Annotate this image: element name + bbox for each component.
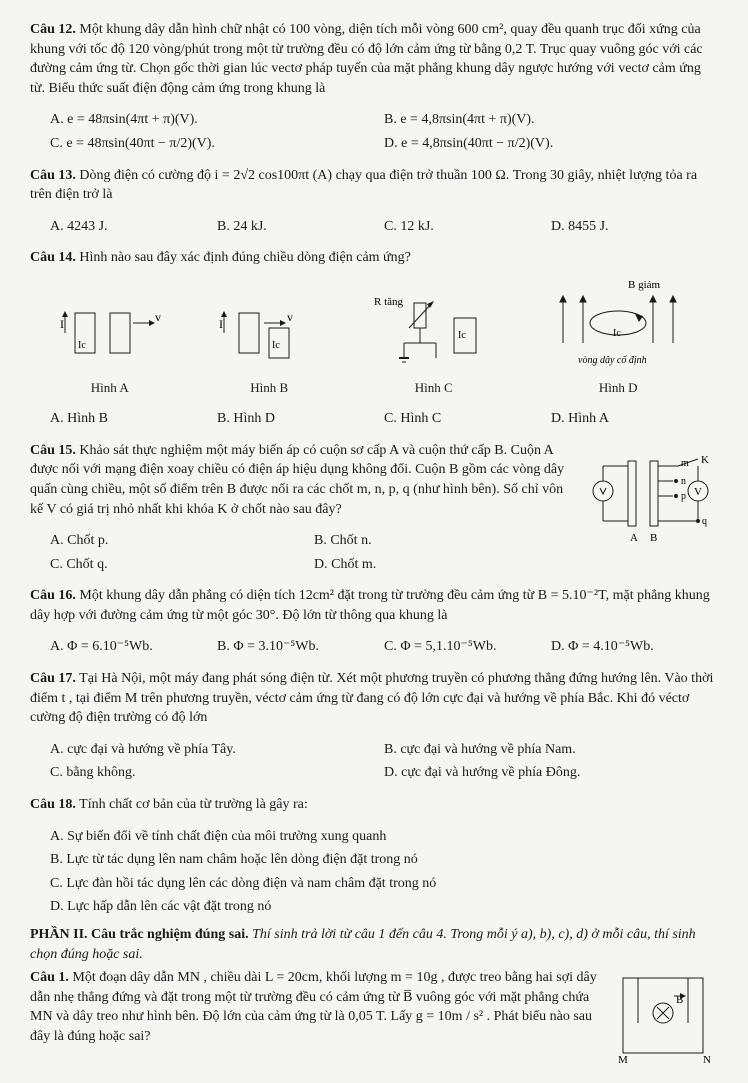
question-14: Câu 14. Hình nào sau đây xác định đúng c… [30,248,718,268]
svg-text:N: N [703,1054,711,1063]
svg-text:v: v [287,310,293,324]
circuit-b-icon: I v Ic [214,293,324,373]
svg-text:B giảm: B giảm [628,279,661,291]
q16-options: A. Φ = 6.10⁻⁵Wb. B. Φ = 3.10⁻⁵Wb. C. Φ =… [50,635,718,659]
p2-question-1: Câu 1. Một đoạn dây dẫn MN , chiều dài L… [30,968,598,1046]
q15-options: A. Chốt p. B. Chốt n. C. Chốt q. D. Chốt… [50,529,578,576]
question-17: Câu 17. Tại Hà Nội, một máy đang phát só… [30,669,718,728]
question-16: Câu 16. Một khung dây dẫn phẳng có diện … [30,586,718,625]
q16-opt-c[interactable]: C. Φ = 5,1.10⁻⁵Wb. [384,635,551,659]
q15-text: Khảo sát thực nghiệm một máy biến áp có … [30,443,564,517]
svg-text:p: p [681,491,686,502]
q14-fig-d-label: Hình D [599,379,638,397]
q14-figures: I Ic v Hình A I v Ic Hình B R tăng [30,278,718,397]
q17-opt-c[interactable]: C. bằng không. [50,761,384,785]
q15-opt-d[interactable]: D. Chốt m. [314,553,578,577]
q18-opt-a[interactable]: A. Sự biến đổi về tính chất điện của môi… [50,825,718,849]
q14-fig-c-label: Hình C [415,379,453,397]
q12-opt-a[interactable]: A. e = 48πsin(4πt + π)(V). [50,108,384,132]
q17-opt-d[interactable]: D. cực đại và hướng về phía Đông. [384,761,718,785]
q14-options: A. Hình B B. Hình D C. Hình C D. Hình A [50,407,718,431]
circuit-c-icon: R tăng Ic [374,293,494,373]
q18-text: Tính chất cơ bản của từ trường là gây ra… [79,797,308,812]
q12-text: Một khung dây dẫn hình chữ nhật có 100 v… [30,22,703,96]
q18-opt-d[interactable]: D. Lực hấp dẫn lên các vật đặt trong nó [50,895,718,919]
svg-text:v: v [155,310,161,324]
p2-question-1-wrap: Câu 1. Một đoạn dây dẫn MN , chiều dài L… [30,968,718,1063]
svg-text:vòng dây cố định: vòng dây cố định [578,355,647,366]
q12-opt-b[interactable]: B. e = 4,8πsin(4πt + π)(V). [384,108,718,132]
p2q1-label: Câu 1. [30,970,69,985]
q14-opt-a[interactable]: A. Hình B [50,407,217,431]
q17-opt-b[interactable]: B. cực đại và hướng về phía Nam. [384,738,718,762]
q14-fig-a-label: Hình A [91,379,129,397]
svg-text:M: M [618,1054,628,1063]
question-13: Câu 13. Dòng điện có cường độ i = 2√2 co… [30,166,718,205]
svg-text:V: V [694,486,702,498]
svg-text:Ic: Ic [613,328,621,339]
q13-opt-d[interactable]: D. 8455 J. [551,215,718,239]
q13-text: Dòng điện có cường độ i = 2√2 cos100πt (… [30,168,697,203]
part-ii-header: PHẦN II. Câu trắc nghiệm đúng sai. Thí s… [30,925,718,964]
q16-text: Một khung dây dẫn phẳng có diện tích 12c… [30,588,710,623]
svg-text:n: n [681,476,686,487]
q17-opt-a[interactable]: A. cực đại và hướng về phía Tây. [50,738,384,762]
q14-opt-c[interactable]: C. Hình C [384,407,551,431]
q12-opt-c[interactable]: C. e = 48πsin(40πt − π/2)(V). [50,132,384,156]
q16-label: Câu 16. [30,588,76,603]
q12-label: Câu 12. [30,22,76,37]
q14-opt-d[interactable]: D. Hình A [551,407,718,431]
svg-text:Ic: Ic [458,330,466,341]
circuit-d-icon: B giảm Ic vòng dây cố định [543,278,693,373]
q13-opt-b[interactable]: B. 24 kJ. [217,215,384,239]
question-18: Câu 18. Tính chất cơ bản của từ trường l… [30,795,718,815]
question-15: Câu 15. Khảo sát thực nghiệm một máy biế… [30,441,578,519]
circuit-a-icon: I Ic v [55,293,165,373]
q14-opt-b[interactable]: B. Hình D [217,407,384,431]
q17-text: Tại Hà Nội, một máy đang phát sóng điện … [30,671,713,725]
svg-text:A: A [630,532,638,544]
q18-opt-c[interactable]: C. Lực đàn hồi tác dụng lên các dòng điệ… [50,872,718,896]
svg-text:I: I [219,317,223,331]
part-ii-title: PHẦN II. Câu trắc nghiệm đúng sai. [30,927,249,942]
svg-text:I: I [60,317,64,331]
q14-fig-c: R tăng Ic Hình C [374,293,494,397]
q17-label: Câu 17. [30,671,76,686]
mn-wire-icon: B M N [608,968,718,1063]
q16-opt-b[interactable]: B. Φ = 3.10⁻⁵Wb. [217,635,384,659]
q13-options: A. 4243 J. B. 24 kJ. C. 12 kJ. D. 8455 J… [50,215,718,239]
q13-opt-a[interactable]: A. 4243 J. [50,215,217,239]
q15-opt-b[interactable]: B. Chốt n. [314,529,578,553]
q18-opt-b[interactable]: B. Lực từ tác dụng lên nam châm hoặc lên… [50,848,718,872]
q13-opt-c[interactable]: C. 12 kJ. [384,215,551,239]
q14-fig-a: I Ic v Hình A [55,293,165,397]
q15-opt-c[interactable]: C. Chốt q. [50,553,314,577]
question-12: Câu 12. Một khung dây dẫn hình chữ nhật … [30,20,718,98]
q14-fig-b-label: Hình B [250,379,288,397]
q14-fig-b: I v Ic Hình B [214,293,324,397]
transformer-icon: n p m q K V A B [588,441,718,551]
svg-text:R tăng: R tăng [374,296,404,308]
svg-text:K: K [701,454,709,466]
svg-text:Ic: Ic [272,340,280,351]
q16-opt-d[interactable]: D. Φ = 4.10⁻⁵Wb. [551,635,718,659]
q12-options: A. e = 48πsin(4πt + π)(V). B. e = 4,8πsi… [50,108,718,155]
q15-opt-a[interactable]: A. Chốt p. [50,529,314,553]
q17-options: A. cực đại và hướng về phía Tây. B. cực … [50,738,718,785]
svg-text:B: B [650,532,657,544]
q18-label: Câu 18. [30,797,76,812]
svg-text:Ic: Ic [78,340,86,351]
q14-label: Câu 14. [30,250,76,265]
p2q1-text: Một đoạn dây dẫn MN , chiều dài L = 20cm… [30,970,597,1044]
q15-label: Câu 15. [30,443,76,458]
q14-fig-d: B giảm Ic vòng dây cố định Hình D [543,278,693,397]
svg-text:q: q [702,516,707,527]
question-15-wrap: Câu 15. Khảo sát thực nghiệm một máy biế… [30,441,718,587]
q14-text: Hình nào sau đây xác định đúng chiều dòn… [79,250,410,265]
q12-opt-d[interactable]: D. e = 4,8πsin(40πt − π/2)(V). [384,132,718,156]
q18-options: A. Sự biến đổi về tính chất điện của môi… [50,825,718,919]
q16-opt-a[interactable]: A. Φ = 6.10⁻⁵Wb. [50,635,217,659]
q13-label: Câu 13. [30,168,76,183]
